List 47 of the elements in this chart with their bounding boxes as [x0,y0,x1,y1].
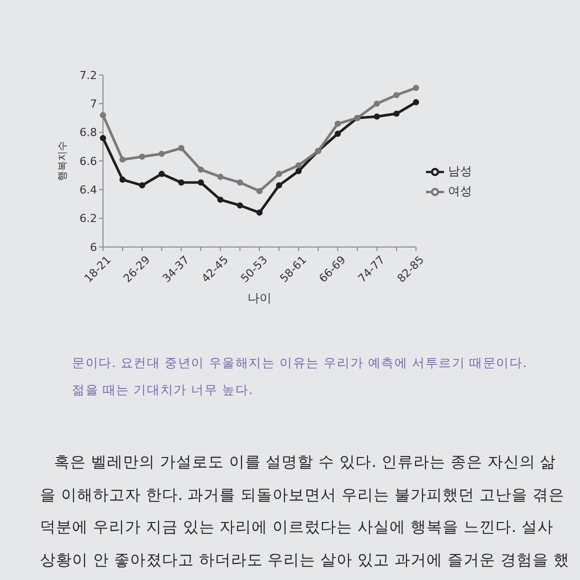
point [374,100,380,107]
x-axis-title: 나이 [248,291,272,305]
y-tick-label: 7 [90,98,97,111]
point [256,210,263,216]
legend-label: 여성 [448,184,472,198]
point [119,156,126,163]
y-tick-label: 6.6 [80,154,97,168]
point [334,130,341,137]
text: 상황이 안 좋아졌다고 하더라도 우리는 살아 있고 과거에 즐거운 경험을 했 [40,550,570,570]
point [217,174,224,180]
point [178,179,184,186]
point [236,202,244,209]
point [393,92,400,98]
y-tick-label: 6.2 [80,212,97,226]
text: 젊을 때는 기대치가 너무 높다. [72,382,253,399]
point [139,182,146,188]
y-tick-label: 6.8 [80,126,97,140]
point [100,112,106,118]
y-tick-label: 6.4 [80,184,97,197]
point [139,154,146,160]
point [119,176,126,183]
point [276,182,282,188]
point [158,150,165,157]
y-tick-label: 6 [90,240,97,254]
text: 혹은 벨레만의 가설로도 이를 설명할 수 있다. 인류라는 종은 자신의 삶 [53,452,556,473]
point [412,84,420,91]
y-tick-label: 7.2 [80,68,97,82]
point [198,179,204,186]
point [393,110,400,117]
text: 을 이해하고자 한다. 과거를 되돌아보면서 우리는 불가피했던 고난을 겪은 [40,484,564,506]
text: 덕분에 우리가 지금 있는 자리에 이르렀다는 사실에 행복을 느낀다. 설사 [40,517,554,538]
point [296,162,302,168]
point [256,188,263,194]
point [178,145,184,152]
text: 문이다. 요컨대 중년이 우울해지는 이유는 우리가 예측에 서투르기 때문이다. [72,355,528,372]
point [158,170,165,177]
point [100,134,106,142]
legend-label: 남성 [448,164,472,178]
y-axis-title: 행복지수 [58,141,69,181]
point [198,166,204,173]
point [236,179,244,186]
point [412,99,420,106]
point [334,120,341,127]
point [374,113,380,120]
point [296,168,302,174]
point [217,196,224,203]
point [276,170,282,177]
